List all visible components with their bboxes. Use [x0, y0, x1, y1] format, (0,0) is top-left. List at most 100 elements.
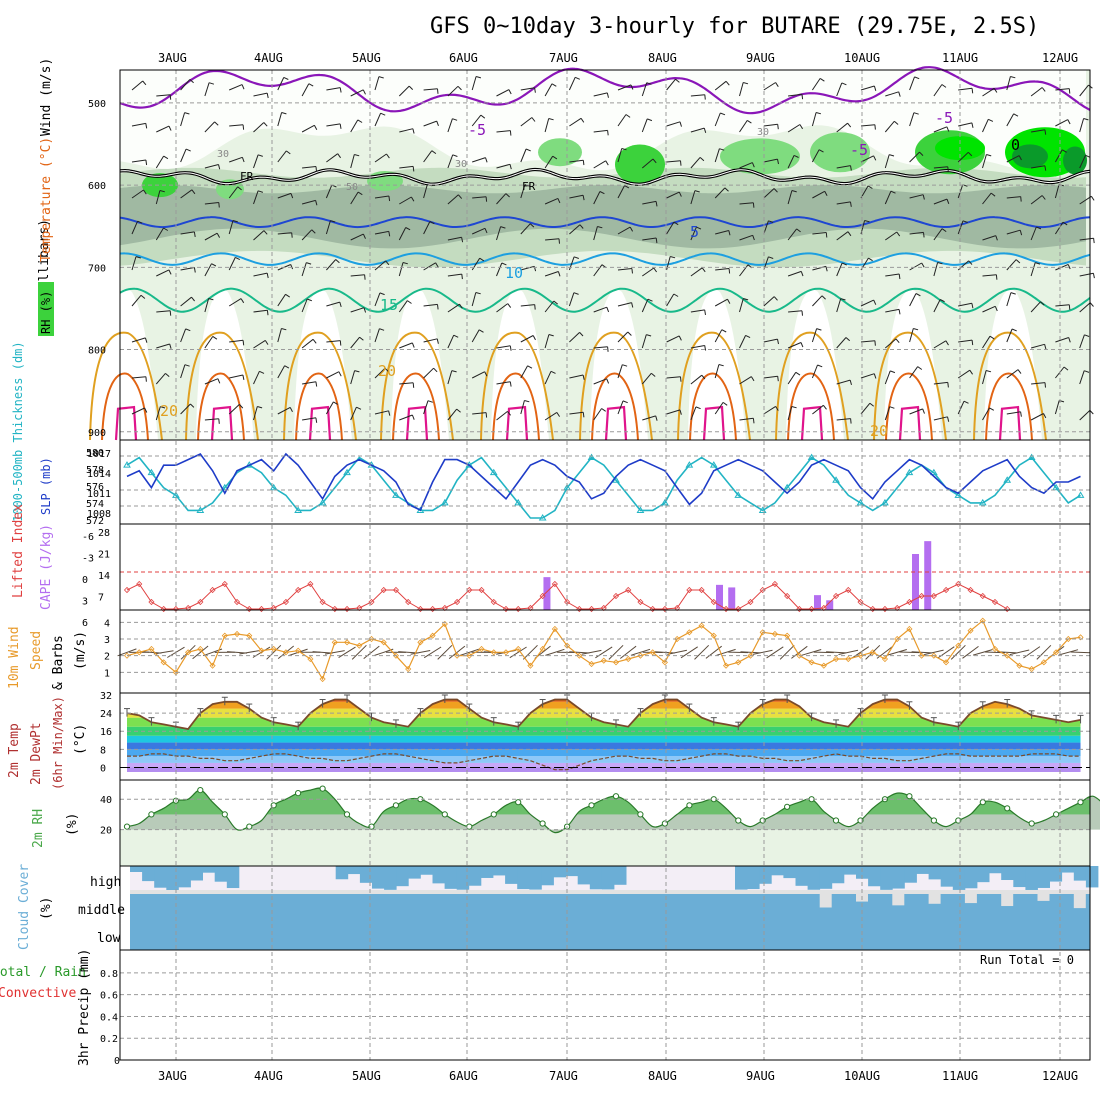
wind-barb-flag [875, 125, 876, 130]
date-label-bottom: 6AUG [449, 1069, 478, 1083]
wind-barb-flag [438, 89, 439, 94]
cape-bar [924, 541, 931, 610]
surface-wind-barb [791, 646, 807, 658]
rh2m-marker [687, 803, 692, 808]
rh2m-tick-label: 20 [100, 826, 112, 837]
date-label-bottom: 4AUG [254, 1069, 283, 1083]
cloud-high-bar [614, 866, 627, 885]
cloud-high-bar [481, 866, 494, 878]
contour-label: 30 [757, 127, 769, 138]
wind-barb-flag [681, 161, 682, 166]
wind-barb-flag [972, 340, 973, 345]
precip-tick-label: 0.2 [100, 1034, 118, 1045]
cloud-high-bar [215, 866, 228, 882]
date-label-top: 12AUG [1042, 51, 1078, 65]
precip-tick-label: 0.8 [100, 969, 118, 980]
date-label-bottom: 9AUG [746, 1069, 775, 1083]
contour-label: -5 [468, 121, 486, 139]
date-label-bottom: 7AUG [549, 1069, 578, 1083]
panel-frame-li [120, 524, 1090, 610]
upper-rh-label: RH (%) [39, 291, 53, 334]
contour-label: 20 [378, 362, 396, 380]
wind-barb-flag [753, 418, 754, 423]
cloud-high-bar [203, 866, 216, 873]
rh2m-marker [980, 800, 985, 805]
cloud-high-bar [408, 866, 421, 879]
cloud-high-bar [191, 866, 204, 880]
wind-barb-flag [413, 383, 414, 388]
wind-barb-flag [219, 203, 220, 208]
rh2m-marker [149, 812, 154, 817]
contour-label: 0 [1011, 136, 1020, 154]
date-label-top: 11AUG [942, 51, 978, 65]
chart-title: GFS 0~10day 3-hourly for BUTARE (29.75E,… [430, 14, 1039, 39]
rh2m-marker [540, 821, 545, 826]
wind-barb-flag [875, 341, 876, 346]
wind-barb-flag [365, 275, 366, 280]
wind-barb-flag [948, 167, 949, 172]
contour-label: 20 [160, 402, 178, 420]
rh2m-marker [516, 800, 521, 805]
cloud-high-bar [166, 866, 179, 890]
wind-label-2: Speed [29, 631, 44, 670]
wind-barb-flag [486, 197, 487, 202]
wind-speed-line [127, 621, 1081, 679]
cloud-label: Cloud Cover [17, 864, 32, 950]
cloud-high-bar [529, 866, 542, 890]
cloud-high-bar [336, 866, 349, 879]
temp-color-band [120, 767, 1090, 772]
wind-barb-flag [146, 160, 147, 165]
date-label-top: 3AUG [158, 51, 187, 65]
wind-barb-flag [753, 203, 754, 208]
date-label-bottom: 5AUG [352, 1069, 381, 1083]
wind-barb-flag [924, 232, 925, 237]
cloud-high-bar [759, 866, 772, 884]
rh2m-unit-label: (%) [65, 813, 80, 836]
cloud-high-bar [433, 866, 446, 883]
cloud-high-bar [808, 866, 821, 890]
wind-barb-flag [146, 377, 147, 382]
contour-label: 50 [346, 182, 358, 193]
cloud-high-bar [1038, 866, 1051, 888]
wind-barb-flag [583, 160, 584, 165]
cloud-high-bar [1001, 866, 1014, 880]
cape-tick-label: 21 [98, 550, 110, 561]
wind-barb-flag [899, 274, 900, 279]
cloud-high-bar [929, 866, 942, 879]
cloud-high-bar [445, 866, 458, 889]
rh2m-marker [833, 818, 838, 823]
wind-barb-flag [462, 274, 463, 279]
cloud-high-bar [880, 866, 893, 890]
precip-tick-label: 0.4 [100, 1012, 118, 1023]
rh2m-tick-label: 40 [100, 795, 112, 806]
wind-barb-flag [340, 341, 341, 346]
panel-frame-precip [120, 950, 1090, 1060]
rh2m-marker [393, 803, 398, 808]
pressure-tick-label: 900 [88, 428, 106, 439]
rh2m-marker [613, 794, 618, 799]
contour-label: 20 [870, 422, 888, 440]
cloud-middle-gap [965, 894, 977, 903]
rh2m-marker [1054, 812, 1059, 817]
cloud-level-label: middle [78, 903, 125, 918]
cloud-high-bar [420, 866, 433, 875]
cloud-high-bar [868, 866, 881, 886]
wind-barb-flag [1069, 305, 1070, 310]
wind-barb-flag [1091, 196, 1094, 200]
cloud-high-bar [348, 866, 361, 874]
lifted-index-tick-label: -6 [82, 532, 94, 543]
contour-label: 15 [380, 296, 398, 314]
cloud-high-bar [360, 866, 373, 883]
rh2m-marker [1029, 821, 1034, 826]
temp-tick-label: 0 [100, 763, 106, 774]
cape-label: CAPE (J/kg) [39, 524, 54, 610]
temp-label-1: 2m Temp [7, 723, 22, 778]
pressure-tick-label: 800 [88, 346, 106, 357]
slp-tick-label: 1008 [87, 509, 111, 520]
cloud-unit-label: (%) [39, 897, 54, 920]
rh2m-marker [1078, 800, 1083, 805]
wind-barb-flag [583, 412, 584, 417]
cloud-middle-gap [929, 894, 941, 904]
rh2m-marker [247, 824, 252, 829]
